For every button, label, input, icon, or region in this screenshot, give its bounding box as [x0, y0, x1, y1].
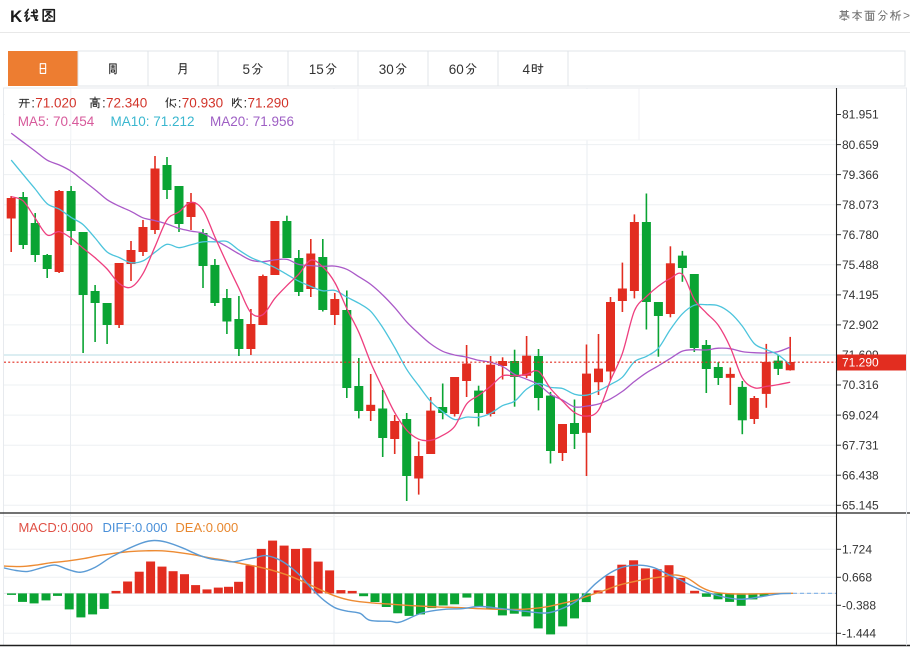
svg-text:-1.444: -1.444 [842, 627, 876, 641]
svg-text:DEA:0.000: DEA:0.000 [175, 520, 238, 535]
svg-text:70.316: 70.316 [842, 378, 879, 392]
svg-text::: : [244, 95, 248, 110]
svg-text:K: K [10, 7, 23, 26]
svg-text:72.340: 72.340 [106, 95, 147, 110]
svg-text:79.366: 79.366 [842, 168, 879, 182]
svg-text:78.073: 78.073 [842, 198, 879, 212]
svg-text:-0.388: -0.388 [842, 599, 876, 613]
svg-text:67.731: 67.731 [842, 438, 879, 452]
svg-text:71.290: 71.290 [248, 95, 289, 110]
svg-text:0.668: 0.668 [842, 571, 872, 585]
svg-text:DIFF:0.000: DIFF:0.000 [103, 520, 168, 535]
svg-text:5: 5 [243, 62, 251, 77]
svg-text::: : [31, 95, 35, 110]
svg-text:70.930: 70.930 [182, 95, 223, 110]
svg-text:74.195: 74.195 [842, 288, 879, 302]
svg-text:65.145: 65.145 [842, 499, 879, 513]
svg-text:69.024: 69.024 [842, 408, 879, 422]
svg-text:71.290: 71.290 [842, 356, 879, 370]
svg-text::: : [178, 95, 182, 110]
svg-text:60: 60 [449, 62, 464, 77]
svg-text:MACD:0.000: MACD:0.000 [19, 520, 93, 535]
svg-text:MA10: 71.212: MA10: 71.212 [111, 114, 195, 129]
svg-text:1.724: 1.724 [842, 543, 872, 557]
svg-text:76.780: 76.780 [842, 228, 879, 242]
svg-text:MA5: 70.454: MA5: 70.454 [18, 114, 95, 129]
svg-text:71.020: 71.020 [35, 95, 76, 110]
svg-text:30: 30 [379, 62, 394, 77]
svg-text:66.438: 66.438 [842, 468, 879, 482]
svg-text:72.902: 72.902 [842, 318, 879, 332]
svg-text:4: 4 [523, 62, 531, 77]
svg-text:MA20: 71.956: MA20: 71.956 [210, 114, 294, 129]
svg-text:>: > [903, 9, 910, 23]
svg-text::: : [102, 95, 106, 110]
svg-text:80.659: 80.659 [842, 138, 879, 152]
svg-text:15: 15 [309, 62, 324, 77]
svg-text:75.488: 75.488 [842, 258, 879, 272]
svg-text:81.951: 81.951 [842, 108, 879, 122]
